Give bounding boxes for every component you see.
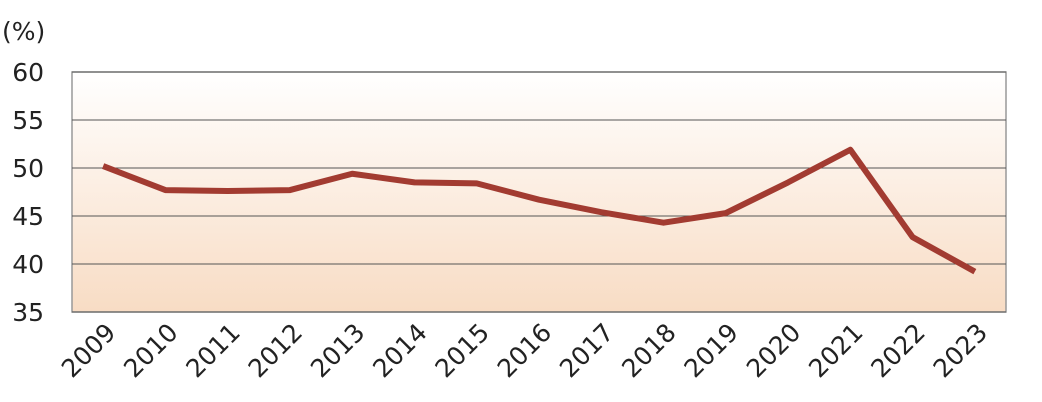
x-tick-label: 2009: [56, 318, 121, 383]
x-tick-label: 2022: [865, 318, 930, 383]
x-tick-label: 2011: [180, 318, 245, 383]
x-tick-label: 2019: [679, 318, 744, 383]
x-tick-label: 2010: [118, 318, 183, 383]
x-tick-label: 2012: [243, 318, 308, 383]
unit-label: (%): [2, 17, 45, 46]
y-tick-label: 40: [12, 250, 44, 279]
y-tick-label: 60: [12, 58, 44, 87]
x-tick-label: 2014: [367, 318, 432, 383]
y-tick-label: 45: [12, 202, 44, 231]
x-tick-label: 2018: [616, 318, 681, 383]
x-tick-label: 2021: [803, 318, 868, 383]
y-tick-label: 55: [12, 106, 44, 135]
data-line: [102, 146, 977, 275]
y-tick-label: 50: [12, 154, 44, 183]
x-tick-label: 2013: [305, 318, 370, 383]
x-tick-label: 2016: [492, 318, 557, 383]
y-tick-label: 35: [12, 298, 44, 327]
x-tick-label: 2015: [429, 318, 494, 383]
x-tick-label: 2020: [741, 318, 806, 383]
x-tick-label: 2017: [554, 318, 619, 383]
x-tick-label: 2023: [928, 318, 993, 383]
